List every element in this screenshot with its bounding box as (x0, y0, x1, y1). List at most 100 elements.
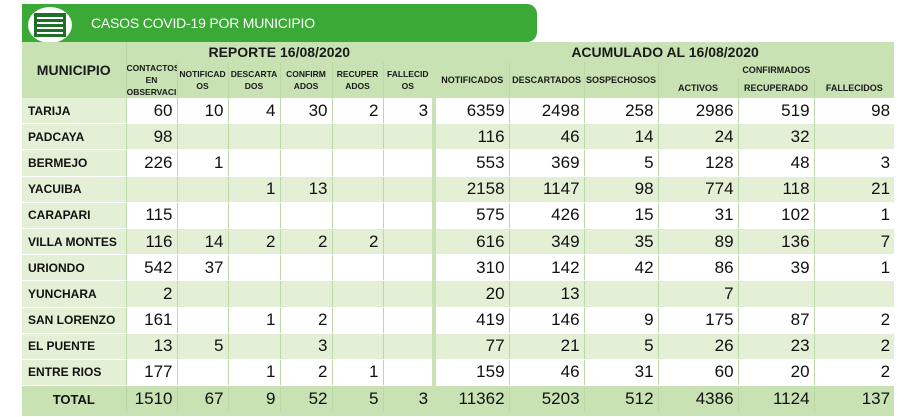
table-cell: 89 (657, 228, 739, 256)
table-cell (227, 333, 280, 360)
table-cell: 7 (657, 280, 739, 308)
table-cell: 5 (176, 333, 228, 360)
table-cell: 10 (176, 98, 228, 125)
header-row-2: CONTACTOS EN OBSERVACI NOTIFICAD OS DESC… (22, 62, 895, 98)
municipio-name: CARAPARI (22, 202, 126, 229)
table-cell: 46 (508, 123, 585, 151)
table-cell: 21 (813, 176, 895, 203)
table-cell (227, 254, 280, 282)
table-cell: 5 (583, 149, 659, 177)
table-cell: 98 (813, 98, 895, 125)
table-cell: 42 (583, 254, 659, 282)
table-cell: 2 (331, 228, 383, 256)
table-cell: 14 (583, 123, 659, 151)
table-cell: 21 (508, 333, 585, 360)
banner-title: CASOS COVID-19 POR MUNICIPIO (91, 15, 315, 31)
notificados-r-header: NOTIFICAD OS (176, 62, 228, 98)
table-cell (227, 280, 280, 308)
table-cell: 115 (125, 202, 177, 229)
table-cell: 67 (176, 385, 228, 414)
table-cell: 137 (813, 385, 895, 414)
table-cell: 2498 (508, 98, 585, 125)
table-cell: 2158 (432, 176, 510, 203)
table-cell: 3 (382, 98, 435, 125)
table-cell: 35 (583, 228, 659, 256)
table-cell: 177 (125, 359, 177, 387)
table-cell: 11362 (432, 385, 510, 414)
table-cell: 1147 (508, 176, 585, 203)
table-cell (382, 333, 435, 360)
table-cell: 87 (737, 307, 815, 334)
table-body: TARIJA 60 10 4 30 2 3 6359 2498 258 2986 519 98 PADCA… (22, 98, 895, 414)
table-cell: 31 (583, 359, 659, 387)
header-row-3: ACTIVOS RECUPERADO FALLECIDOS (22, 78, 895, 98)
table-cell: 98 (125, 123, 177, 151)
table-cell (227, 202, 280, 229)
table-cell: 2 (227, 228, 280, 256)
municipio-name: TARIJA (22, 98, 126, 125)
table-cell (331, 176, 383, 203)
table-cell (176, 123, 228, 151)
recuperado-header: RECUPERADO (737, 78, 815, 98)
table-cell (382, 149, 435, 177)
contactos-header: CONTACTOS EN OBSERVACI (125, 62, 177, 98)
municipio-name: YACUIBA (22, 176, 126, 203)
table-cell (813, 123, 895, 151)
table-cell (125, 176, 177, 203)
table-cell: 5 (331, 385, 383, 414)
table-row: TOTAL 1510 67 9 52 5 3 11362 5203 512 4386 1124 137 (22, 385, 895, 414)
table-cell (279, 254, 332, 282)
table-cell: 349 (508, 228, 585, 256)
table-cell (279, 123, 332, 151)
table-cell (331, 123, 383, 151)
table-cell: 616 (432, 228, 510, 256)
table-cell (176, 280, 228, 308)
table-cell: 48 (737, 149, 815, 177)
table-row: ENTRE RIOS 177 1 2 1 159 46 31 60 20 2 (22, 359, 895, 387)
table-cell (279, 280, 332, 308)
table-cell: 426 (508, 202, 585, 229)
recuperados-r-header: RECUPER ADOS (331, 62, 383, 98)
title-banner: CASOS COVID-19 POR MUNICIPIO (22, 4, 537, 42)
table-cell: 9 (583, 307, 659, 334)
table-cell (227, 123, 280, 151)
table-cell (583, 280, 659, 308)
table-cell: 46 (508, 359, 585, 387)
table-cell (331, 307, 383, 334)
table-row: YACUIBA 1 13 2158 1147 98 774 118 21 (22, 176, 895, 203)
table-cell: 102 (737, 202, 815, 229)
table-cell: 1510 (125, 385, 177, 414)
table-cell: 6359 (432, 98, 510, 125)
descartados-a-header: DESCARTADOS (508, 62, 585, 98)
table-cell (176, 307, 228, 334)
table-cell: 1 (813, 254, 895, 282)
table-cell: 553 (432, 149, 510, 177)
table-cell (176, 359, 228, 387)
table-row: VILLA MONTES 116 14 2 2 2 616 349 35 89 136 7 (22, 228, 895, 256)
table-cell: 2 (331, 98, 383, 125)
table-cell: 3 (813, 149, 895, 177)
table-cell: 116 (432, 123, 510, 151)
table-row: URIONDO 542 37 310 142 42 86 39 1 (22, 254, 895, 282)
table-cell (382, 123, 435, 151)
table-cell: 20 (432, 280, 510, 308)
table-cell: 60 (125, 98, 177, 125)
table-cell: 13 (125, 333, 177, 360)
table-row: CARAPARI 115 575 426 15 31 102 1 (22, 202, 895, 229)
bottom-rule (22, 412, 894, 416)
table-cell (382, 280, 435, 308)
confirmados-group-header: CONFIRMADOS (657, 62, 895, 78)
sospechosos-a-header: SOSPECHOSOS (583, 62, 659, 98)
table-cell: 1 (227, 176, 280, 203)
table-cell: 226 (125, 149, 177, 177)
table-cell: 77 (432, 333, 510, 360)
municipio-name: ENTRE RIOS (22, 359, 126, 387)
table-cell: 136 (737, 228, 815, 256)
table-cell: 1 (331, 359, 383, 387)
table-cell: 128 (657, 149, 739, 177)
table-cell: 161 (125, 307, 177, 334)
table-cell: 116 (125, 228, 177, 256)
reporte-header: REPORTE 16/08/2020 (125, 42, 435, 62)
table-cell: 2 (813, 307, 895, 334)
header-row-1: MUNICIPIO REPORTE 16/08/2020 ACUMULADO A… (22, 42, 895, 98)
